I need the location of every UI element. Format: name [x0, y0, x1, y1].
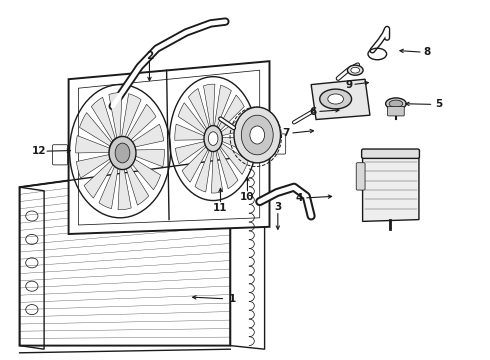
Polygon shape [123, 104, 156, 146]
Text: 9: 9 [345, 80, 352, 90]
Polygon shape [118, 158, 131, 210]
Text: 1: 1 [229, 294, 236, 304]
FancyBboxPatch shape [388, 107, 404, 116]
Polygon shape [203, 84, 215, 132]
Polygon shape [123, 156, 149, 205]
Ellipse shape [109, 136, 136, 170]
Ellipse shape [351, 67, 360, 73]
Text: 6: 6 [309, 107, 316, 117]
Polygon shape [188, 89, 211, 134]
FancyBboxPatch shape [362, 149, 419, 158]
Polygon shape [363, 153, 419, 221]
Polygon shape [124, 124, 164, 149]
Polygon shape [75, 136, 115, 153]
Text: 7: 7 [282, 128, 290, 138]
Text: 4: 4 [295, 193, 302, 203]
Polygon shape [76, 153, 116, 178]
Ellipse shape [328, 94, 343, 104]
Polygon shape [79, 113, 116, 149]
Polygon shape [182, 143, 211, 182]
Polygon shape [214, 85, 231, 132]
Text: 5: 5 [435, 99, 442, 109]
Ellipse shape [389, 100, 403, 107]
Polygon shape [121, 94, 141, 144]
FancyBboxPatch shape [356, 163, 365, 190]
Text: 3: 3 [274, 202, 281, 212]
Ellipse shape [208, 132, 218, 145]
Polygon shape [216, 95, 244, 134]
Polygon shape [216, 143, 238, 189]
Polygon shape [125, 149, 165, 167]
Polygon shape [195, 145, 213, 192]
Polygon shape [311, 79, 370, 120]
Polygon shape [91, 97, 117, 146]
Polygon shape [218, 137, 251, 153]
Polygon shape [211, 145, 223, 193]
Ellipse shape [250, 126, 265, 144]
Ellipse shape [347, 65, 363, 75]
Polygon shape [99, 158, 120, 209]
Ellipse shape [320, 89, 352, 109]
Polygon shape [109, 93, 122, 144]
Polygon shape [217, 141, 248, 175]
Polygon shape [178, 103, 209, 136]
Ellipse shape [115, 143, 130, 163]
Ellipse shape [386, 98, 406, 109]
Polygon shape [69, 61, 270, 234]
Polygon shape [84, 156, 117, 198]
Polygon shape [175, 141, 209, 164]
Text: 8: 8 [424, 47, 431, 57]
Text: 11: 11 [213, 203, 228, 213]
Polygon shape [124, 153, 161, 190]
Ellipse shape [204, 126, 222, 152]
Polygon shape [217, 113, 251, 136]
Text: 10: 10 [240, 192, 255, 202]
Polygon shape [175, 124, 208, 140]
Ellipse shape [115, 144, 125, 158]
Text: 12: 12 [32, 146, 46, 156]
Ellipse shape [242, 115, 273, 155]
Ellipse shape [234, 107, 280, 163]
Text: 2: 2 [146, 51, 153, 60]
Ellipse shape [109, 137, 131, 165]
